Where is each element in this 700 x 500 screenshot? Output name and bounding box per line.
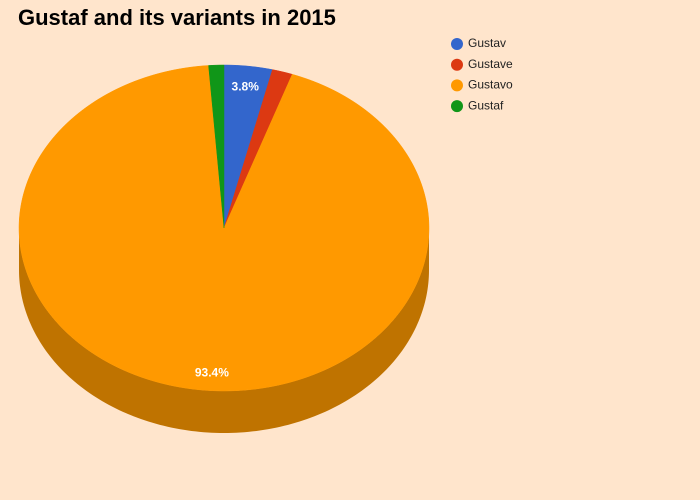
legend-swatch: [451, 58, 463, 71]
slice: [223, 64, 273, 229]
slice: [18, 65, 430, 392]
legend-label: Gustavo: [468, 78, 513, 92]
legend-label: Gustav: [468, 36, 506, 50]
legend-label: Gustave: [468, 57, 513, 71]
legend-swatch: [451, 79, 463, 92]
data-label: 93.4%: [195, 366, 229, 380]
slice: [223, 69, 293, 229]
legend-swatch: [451, 100, 463, 113]
legend-swatch: [451, 38, 463, 50]
chart-title: Gustaf and its variants in 2015: [18, 5, 336, 30]
legend-label: Gustaf: [468, 98, 504, 112]
slice: [208, 64, 225, 229]
data-label: 3.8%: [232, 79, 260, 93]
slice-side: [19, 228, 429, 433]
